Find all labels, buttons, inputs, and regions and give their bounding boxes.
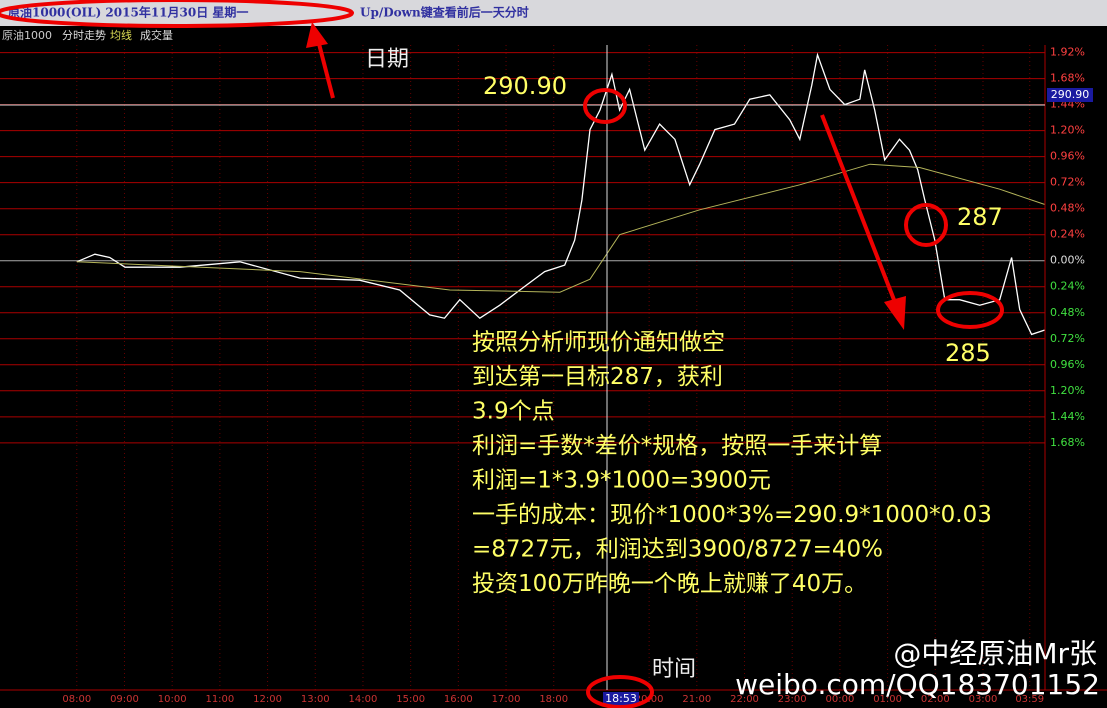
y-tick-label: 0.72% (1050, 176, 1085, 189)
note-line: 到达第一目标287，获利 (472, 364, 723, 390)
toolbar-item[interactable]: 均线 (110, 28, 132, 42)
x-tick-label: 00:00 (825, 694, 854, 705)
y-tick-label: 0.24% (1050, 280, 1085, 293)
x-tick-label: 14:00 (349, 694, 378, 705)
highlight-ellipse (0, 0, 354, 28)
highlight-ellipse (586, 675, 654, 708)
x-tick-label: 08:00 (62, 694, 91, 705)
arrow-head (884, 296, 906, 330)
highlight-ellipse (583, 88, 627, 124)
time-tag (603, 692, 639, 706)
y-tick-label: 0.96% (1050, 150, 1085, 163)
x-tick-label: 13:00 (301, 694, 330, 705)
x-tick-label: 10:00 (158, 694, 187, 705)
highlight-ellipse (936, 291, 1004, 329)
price-tag (1047, 88, 1093, 102)
price-tag-label: 290.90 (1051, 88, 1090, 101)
note-line: 投资100万昨晚一个晚上就赚了40万。 (472, 571, 867, 597)
y-tick-label: 0.72% (1050, 332, 1085, 345)
toolbar-item: 原油1000 (2, 28, 52, 42)
y-tick-label: 1.68% (1050, 72, 1085, 85)
annotation: 时间 (652, 657, 696, 682)
time-tag-label: 18:53 (605, 692, 637, 705)
y-tick-label: 1.20% (1050, 124, 1085, 137)
watermark: @中经原油Mr张 (893, 637, 1097, 670)
x-tick-label: 01:00 (873, 694, 902, 705)
y-tick-label: 1.20% (1050, 384, 1085, 397)
note-line: =8727元，利润达到3900/8727=40% (472, 537, 883, 563)
annotation: 290.90 (483, 72, 567, 100)
note-line: 按照分析师现价通知做空 (472, 330, 725, 356)
note-line: 利润=手数*差价*规格，按照一手来计算 (472, 433, 882, 459)
note-line: 3.9个点 (472, 399, 555, 425)
title-bar (0, 0, 1107, 26)
x-tick-label: 21:00 (682, 694, 711, 705)
series-line (76, 163, 1045, 293)
watermark: weibo.com/QQ183701152 (735, 668, 1100, 701)
x-tick-label: 09:00 (110, 694, 139, 705)
arrow (820, 114, 898, 306)
hint: Up/Down键查看前后一天分时 (360, 5, 529, 20)
x-tick-label: 22:00 (730, 694, 759, 705)
x-tick-label: 16:00 (444, 694, 473, 705)
annotation: 285 (945, 339, 991, 367)
annotation: 日期 (365, 47, 409, 72)
x-tick-label: 03:59 (1015, 694, 1044, 705)
toolbar-item[interactable]: 分时走势 (62, 29, 106, 42)
x-tick-label: 12:00 (253, 694, 282, 705)
title: 原油1000(OIL) 2015年11月30日 星期一 (8, 5, 248, 20)
x-tick-label: 23:00 (778, 694, 807, 705)
toolbar-item[interactable]: 成交量 (140, 28, 173, 42)
arrow-head (306, 22, 328, 48)
y-tick-label: 1.44% (1050, 410, 1085, 423)
x-tick-label: 11:00 (205, 694, 234, 705)
note-line: 一手的成本：现价*1000*3%=290.9*1000*0.03 (472, 502, 992, 528)
y-tick-label: 1.92% (1050, 46, 1085, 59)
x-tick-label: 18:00 (539, 694, 568, 705)
y-tick-label: 0.00% (1050, 254, 1085, 267)
series-line (76, 52, 1045, 336)
y-tick-label: 1.68% (1050, 436, 1085, 449)
x-tick-label: 15:00 (396, 694, 425, 705)
y-tick-label: 0.48% (1050, 202, 1085, 215)
y-tick-label: 0.48% (1050, 306, 1085, 319)
x-tick-label: 17:00 (492, 694, 521, 705)
y-tick-label: 0.96% (1050, 358, 1085, 371)
x-tick-label: 03:00 (969, 694, 998, 705)
annotation: 287 (957, 203, 1003, 231)
x-tick-label: 02:00 (921, 694, 950, 705)
note-line: 利润=1*3.9*1000=3900元 (472, 468, 771, 494)
y-tick-label: 0.24% (1050, 228, 1085, 241)
arrow (316, 39, 335, 99)
highlight-ellipse (904, 203, 948, 247)
